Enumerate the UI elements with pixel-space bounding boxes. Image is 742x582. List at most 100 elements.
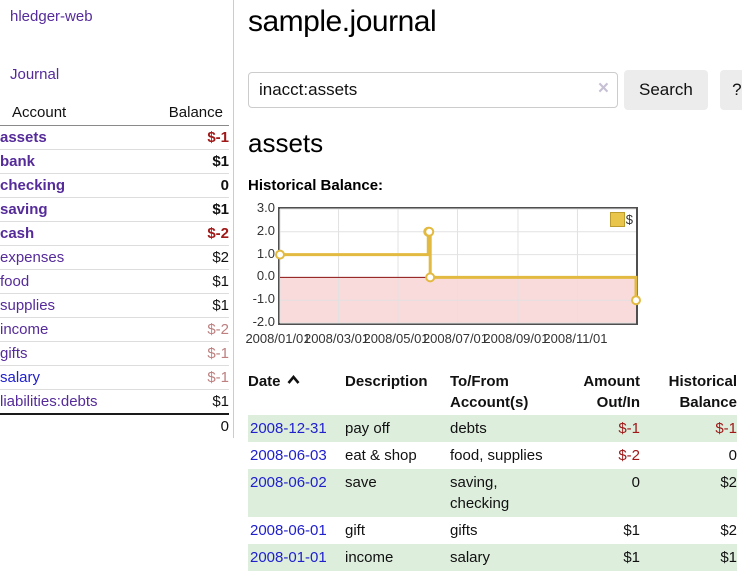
- txn-date-link[interactable]: 2008-06-01: [250, 522, 327, 539]
- txn-description: eat & shop: [345, 447, 417, 464]
- account-link-liabilities-debts[interactable]: liabilities:debts: [0, 393, 98, 410]
- account-balance: $-2: [207, 225, 229, 242]
- register-header-balance: Historical Balance: [668, 373, 737, 411]
- register-row: 2008-01-01 income salary $1 $1: [248, 544, 737, 571]
- account-row: gifts $-1: [0, 342, 229, 366]
- y-tick-label: 1.0: [256, 245, 275, 261]
- y-tick-label: -1.0: [252, 291, 275, 307]
- account-link-food[interactable]: food: [0, 273, 30, 290]
- account-link-bank[interactable]: bank: [0, 153, 36, 170]
- txn-description: income: [345, 549, 394, 566]
- register-row: 2008-06-03 eat & shop food, supplies $-2…: [248, 442, 737, 469]
- account-balance: $-2: [207, 321, 229, 338]
- chart-title: Historical Balance:: [248, 177, 384, 194]
- search-input[interactable]: [248, 72, 618, 108]
- register-header-description: Description: [345, 373, 428, 390]
- txn-date-link[interactable]: 2008-01-01: [250, 549, 327, 566]
- txn-balance: 0: [728, 447, 737, 464]
- account-row: bank $1: [0, 150, 229, 174]
- y-tick-label: -2.0: [252, 314, 275, 329]
- account-balance: $-1: [207, 345, 229, 362]
- txn-amount: $1: [623, 549, 640, 566]
- register-header-date[interactable]: Date: [248, 369, 345, 415]
- account-link-saving[interactable]: saving: [0, 201, 48, 218]
- chart-plot-area: $: [275, 207, 641, 325]
- account-balance: $2: [212, 249, 229, 266]
- txn-description: pay off: [345, 420, 390, 437]
- account-link-checking[interactable]: checking: [0, 177, 66, 194]
- y-tick-label: 0.0: [256, 268, 275, 284]
- search-box: ×: [248, 72, 618, 108]
- balance-chart: $ 3.0 2.0 1.0 0.0 -1.0 -2.0 2008/01/01 2008/03…: [245, 201, 740, 351]
- account-link-income[interactable]: income: [0, 321, 49, 338]
- register-row: 2008-06-02 save saving, checking 0 $2: [248, 469, 737, 517]
- sidebar: hledger-web Journal Account Balance asse…: [0, 0, 234, 438]
- legend-label: $: [625, 212, 633, 227]
- register-header-accounts: To/From Account(s): [450, 373, 529, 411]
- txn-balance: $2: [720, 474, 737, 491]
- register-table: Date Description To/From Account(s) Amou…: [248, 369, 737, 571]
- x-tick-label: 2008/07/01: [422, 331, 489, 346]
- search-form: × Search ?: [248, 70, 742, 110]
- account-row: income $-2: [0, 318, 229, 342]
- account-link-cash[interactable]: cash: [0, 225, 35, 242]
- brand-link[interactable]: hledger-web: [10, 8, 93, 25]
- txn-balance: $2: [720, 522, 737, 539]
- account-heading: assets: [248, 128, 324, 158]
- account-balance: $-1: [207, 369, 229, 386]
- x-tick-label: 2008/03/01: [303, 331, 370, 346]
- register-header-row: Date Description To/From Account(s) Amou…: [248, 369, 737, 415]
- txn-accounts: food, supplies: [450, 447, 543, 464]
- legend-swatch-icon: [609, 212, 625, 227]
- account-balance: $1: [212, 273, 229, 290]
- chart-canvas: [275, 208, 641, 324]
- account-link-assets[interactable]: assets: [0, 129, 47, 146]
- clear-search-icon[interactable]: ×: [597, 78, 609, 100]
- account-row: saving $1: [0, 198, 229, 222]
- txn-balance: $1: [720, 549, 737, 566]
- x-tick-label: 2008/11/01: [543, 331, 608, 346]
- txn-amount: 0: [631, 474, 640, 491]
- help-button[interactable]: ?: [719, 70, 742, 110]
- accounts-header-row: Account Balance: [0, 100, 229, 126]
- account-row: food $1: [0, 270, 229, 294]
- y-tick-label: 3.0: [256, 200, 275, 215]
- chevron-up-icon: [287, 374, 300, 384]
- account-balance: $1: [212, 201, 229, 218]
- txn-amount: $-2: [618, 447, 640, 464]
- txn-date-link[interactable]: 2008-06-03: [250, 447, 327, 464]
- txn-description: save: [345, 474, 377, 491]
- account-row: liabilities:debts $1: [0, 390, 229, 414]
- accounts-table: Account Balance assets $-1 bank $1 check…: [0, 100, 229, 438]
- x-tick-label: 2008/01/01: [245, 331, 311, 346]
- register-header-amount: Amount Out/In: [583, 373, 640, 411]
- account-balance: $1: [212, 297, 229, 314]
- x-tick-label: 2008/09/01: [483, 331, 549, 346]
- account-balance: $-1: [207, 129, 229, 146]
- txn-date-link[interactable]: 2008-06-02: [250, 474, 327, 491]
- txn-accounts: debts: [450, 420, 487, 437]
- account-balance: 0: [220, 177, 229, 194]
- account-row: expenses $2: [0, 246, 229, 270]
- register-row: 2008-12-31 pay off debts $-1 $-1: [248, 415, 737, 442]
- txn-amount: $-1: [618, 420, 640, 437]
- accounts-total-row: 0: [0, 414, 229, 438]
- account-link-gifts[interactable]: gifts: [0, 345, 28, 362]
- accounts-header-account: Account: [0, 100, 142, 126]
- account-link-salary[interactable]: salary: [0, 369, 41, 386]
- account-row: cash $-2: [0, 222, 229, 246]
- txn-date-link[interactable]: 2008-12-31: [250, 420, 327, 437]
- account-link-supplies[interactable]: supplies: [0, 297, 56, 314]
- search-button[interactable]: Search: [624, 70, 708, 110]
- txn-balance: $-1: [715, 420, 737, 437]
- txn-accounts: gifts: [450, 522, 478, 539]
- sidebar-item-journal[interactable]: Journal: [10, 66, 60, 83]
- accounts-total: 0: [220, 418, 229, 435]
- account-row: salary $-1: [0, 366, 229, 390]
- account-link-expenses[interactable]: expenses: [0, 249, 65, 266]
- y-tick-label: 2.0: [256, 222, 275, 238]
- page-title: sample.journal: [248, 5, 437, 38]
- account-row: assets $-1: [0, 126, 229, 150]
- account-row: supplies $1: [0, 294, 229, 318]
- txn-accounts: salary: [450, 549, 491, 566]
